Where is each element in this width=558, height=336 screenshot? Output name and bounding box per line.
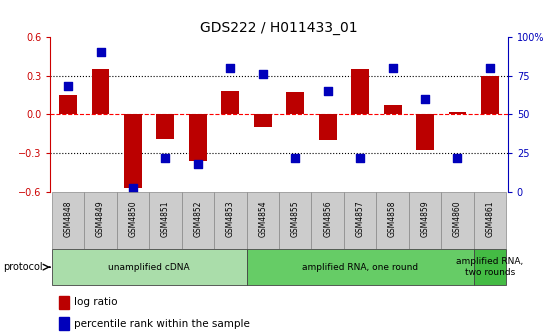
Bar (376, 192, 409, 249)
Text: amplified RNA,
two rounds: amplified RNA, two rounds (456, 257, 523, 277)
Point (323, 88, 332, 94)
Bar (59, 296, 69, 309)
Bar (279, 192, 311, 249)
Text: log ratio: log ratio (74, 297, 118, 307)
Bar (449, 112, 466, 114)
Text: GSM4851: GSM4851 (161, 201, 170, 237)
Bar (311, 192, 344, 249)
Text: protocol: protocol (3, 262, 42, 272)
Bar (344, 192, 376, 249)
Text: GSM4850: GSM4850 (128, 201, 137, 237)
Text: GSM4861: GSM4861 (485, 201, 494, 237)
Text: GSM4856: GSM4856 (323, 201, 332, 237)
Bar (59, 95, 77, 114)
Bar (52, 192, 84, 249)
Bar (474, 249, 506, 285)
Bar (474, 192, 506, 249)
Bar (416, 114, 434, 150)
Text: percentile rank within the sample: percentile rank within the sample (74, 319, 250, 329)
Point (291, 155, 300, 160)
Bar (52, 249, 247, 285)
Text: GSM4860: GSM4860 (453, 201, 462, 237)
Bar (222, 91, 239, 114)
Point (96, 50, 105, 55)
Point (258, 71, 267, 77)
Bar (441, 192, 474, 249)
Text: GSM4858: GSM4858 (388, 201, 397, 237)
Bar (124, 114, 142, 187)
Bar (149, 192, 182, 249)
Text: GSM4857: GSM4857 (355, 201, 364, 237)
Point (226, 65, 235, 71)
Point (64, 84, 73, 89)
Bar (92, 69, 109, 114)
Bar (351, 69, 369, 114)
Text: unamplified cDNA: unamplified cDNA (108, 263, 190, 271)
Bar (319, 114, 336, 140)
Point (161, 155, 170, 160)
Bar (384, 105, 402, 114)
Bar (409, 192, 441, 249)
Text: amplified RNA, one round: amplified RNA, one round (302, 263, 418, 271)
Bar (117, 192, 149, 249)
Text: GSM4849: GSM4849 (96, 201, 105, 237)
Bar (214, 192, 247, 249)
Bar (156, 114, 174, 139)
Bar (247, 249, 474, 285)
Point (421, 96, 430, 101)
Bar (481, 76, 499, 114)
Point (388, 65, 397, 71)
Point (485, 65, 494, 71)
Point (128, 186, 137, 191)
Text: GSM4854: GSM4854 (258, 201, 267, 237)
Text: GSM4853: GSM4853 (226, 201, 235, 237)
Bar (254, 114, 272, 127)
Bar (286, 92, 304, 114)
Bar (59, 317, 69, 330)
Text: GSM4848: GSM4848 (64, 201, 73, 237)
Bar (84, 192, 117, 249)
Bar (189, 114, 207, 161)
Text: GSM4855: GSM4855 (291, 201, 300, 237)
Text: GSM4859: GSM4859 (421, 201, 430, 237)
Bar (182, 192, 214, 249)
Title: GDS222 / H011433_01: GDS222 / H011433_01 (200, 20, 358, 35)
Point (355, 155, 364, 160)
Point (453, 155, 462, 160)
Bar (247, 192, 279, 249)
Text: GSM4852: GSM4852 (194, 201, 203, 237)
Point (194, 161, 203, 166)
